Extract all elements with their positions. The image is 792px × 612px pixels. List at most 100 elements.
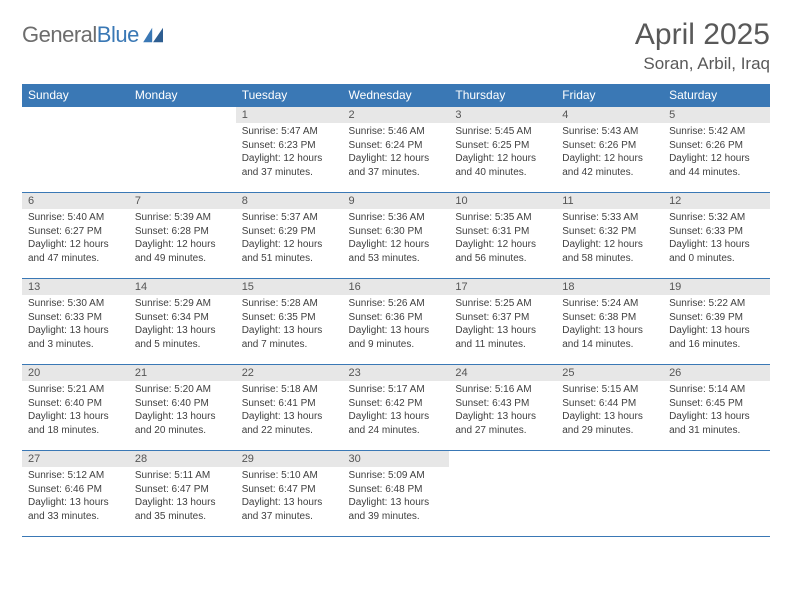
sunset-line: Sunset: 6:40 PM <box>28 397 123 411</box>
sunrise-line: Sunrise: 5:16 AM <box>455 383 550 397</box>
calendar-cell: 29Sunrise: 5:10 AMSunset: 6:47 PMDayligh… <box>236 451 343 537</box>
day-details: Sunrise: 5:21 AMSunset: 6:40 PMDaylight:… <box>22 381 129 441</box>
daylight-line: Daylight: 13 hours and 29 minutes. <box>562 410 657 437</box>
day-details: Sunrise: 5:47 AMSunset: 6:23 PMDaylight:… <box>236 123 343 183</box>
calendar-row: 1Sunrise: 5:47 AMSunset: 6:23 PMDaylight… <box>22 107 770 193</box>
daylight-line: Daylight: 13 hours and 7 minutes. <box>242 324 337 351</box>
day-number: 15 <box>236 279 343 295</box>
calendar-cell: 8Sunrise: 5:37 AMSunset: 6:29 PMDaylight… <box>236 193 343 279</box>
day-details: Sunrise: 5:32 AMSunset: 6:33 PMDaylight:… <box>663 209 770 269</box>
day-number: 6 <box>22 193 129 209</box>
title-block: April 2025 Soran, Arbil, Iraq <box>635 18 770 74</box>
day-number: 20 <box>22 365 129 381</box>
sunset-line: Sunset: 6:25 PM <box>455 139 550 153</box>
weekday-header: Monday <box>129 84 236 107</box>
calendar-cell: 13Sunrise: 5:30 AMSunset: 6:33 PMDayligh… <box>22 279 129 365</box>
sunrise-line: Sunrise: 5:30 AM <box>28 297 123 311</box>
logo: GeneralBlue <box>22 18 165 48</box>
sunrise-line: Sunrise: 5:46 AM <box>349 125 444 139</box>
day-details: Sunrise: 5:14 AMSunset: 6:45 PMDaylight:… <box>663 381 770 441</box>
sunrise-line: Sunrise: 5:15 AM <box>562 383 657 397</box>
calendar-cell: 24Sunrise: 5:16 AMSunset: 6:43 PMDayligh… <box>449 365 556 451</box>
sunset-line: Sunset: 6:30 PM <box>349 225 444 239</box>
sunset-line: Sunset: 6:41 PM <box>242 397 337 411</box>
calendar-cell: 18Sunrise: 5:24 AMSunset: 6:38 PMDayligh… <box>556 279 663 365</box>
daylight-line: Daylight: 12 hours and 47 minutes. <box>28 238 123 265</box>
daylight-line: Daylight: 13 hours and 35 minutes. <box>135 496 230 523</box>
sunset-line: Sunset: 6:37 PM <box>455 311 550 325</box>
day-details: Sunrise: 5:25 AMSunset: 6:37 PMDaylight:… <box>449 295 556 355</box>
daylight-line: Daylight: 13 hours and 9 minutes. <box>349 324 444 351</box>
logo-text: GeneralBlue <box>22 22 139 48</box>
day-details: Sunrise: 5:43 AMSunset: 6:26 PMDaylight:… <box>556 123 663 183</box>
sunrise-line: Sunrise: 5:45 AM <box>455 125 550 139</box>
sunset-line: Sunset: 6:38 PM <box>562 311 657 325</box>
daylight-line: Daylight: 13 hours and 11 minutes. <box>455 324 550 351</box>
calendar-cell: 25Sunrise: 5:15 AMSunset: 6:44 PMDayligh… <box>556 365 663 451</box>
sunset-line: Sunset: 6:47 PM <box>135 483 230 497</box>
calendar-cell: 5Sunrise: 5:42 AMSunset: 6:26 PMDaylight… <box>663 107 770 193</box>
day-details: Sunrise: 5:16 AMSunset: 6:43 PMDaylight:… <box>449 381 556 441</box>
day-number: 13 <box>22 279 129 295</box>
sunset-line: Sunset: 6:33 PM <box>28 311 123 325</box>
day-number: 22 <box>236 365 343 381</box>
weekday-header: Saturday <box>663 84 770 107</box>
day-details: Sunrise: 5:45 AMSunset: 6:25 PMDaylight:… <box>449 123 556 183</box>
calendar-cell: 16Sunrise: 5:26 AMSunset: 6:36 PMDayligh… <box>343 279 450 365</box>
sunrise-line: Sunrise: 5:39 AM <box>135 211 230 225</box>
day-details: Sunrise: 5:15 AMSunset: 6:44 PMDaylight:… <box>556 381 663 441</box>
calendar-row: 6Sunrise: 5:40 AMSunset: 6:27 PMDaylight… <box>22 193 770 279</box>
sunrise-line: Sunrise: 5:42 AM <box>669 125 764 139</box>
day-number: 25 <box>556 365 663 381</box>
day-details: Sunrise: 5:12 AMSunset: 6:46 PMDaylight:… <box>22 467 129 527</box>
calendar-cell: 26Sunrise: 5:14 AMSunset: 6:45 PMDayligh… <box>663 365 770 451</box>
daylight-line: Daylight: 12 hours and 44 minutes. <box>669 152 764 179</box>
day-number: 2 <box>343 107 450 123</box>
logo-part2: Blue <box>97 22 139 47</box>
daylight-line: Daylight: 12 hours and 56 minutes. <box>455 238 550 265</box>
sunrise-line: Sunrise: 5:43 AM <box>562 125 657 139</box>
calendar-cell: 20Sunrise: 5:21 AMSunset: 6:40 PMDayligh… <box>22 365 129 451</box>
location: Soran, Arbil, Iraq <box>635 54 770 74</box>
sunrise-line: Sunrise: 5:11 AM <box>135 469 230 483</box>
sunset-line: Sunset: 6:26 PM <box>562 139 657 153</box>
day-number: 18 <box>556 279 663 295</box>
day-number: 12 <box>663 193 770 209</box>
day-details: Sunrise: 5:40 AMSunset: 6:27 PMDaylight:… <box>22 209 129 269</box>
sunrise-line: Sunrise: 5:26 AM <box>349 297 444 311</box>
daylight-line: Daylight: 13 hours and 31 minutes. <box>669 410 764 437</box>
day-number: 27 <box>22 451 129 467</box>
sunset-line: Sunset: 6:32 PM <box>562 225 657 239</box>
sunrise-line: Sunrise: 5:32 AM <box>669 211 764 225</box>
calendar-cell: 11Sunrise: 5:33 AMSunset: 6:32 PMDayligh… <box>556 193 663 279</box>
sunrise-line: Sunrise: 5:33 AM <box>562 211 657 225</box>
daylight-line: Daylight: 12 hours and 40 minutes. <box>455 152 550 179</box>
calendar-row: 27Sunrise: 5:12 AMSunset: 6:46 PMDayligh… <box>22 451 770 537</box>
day-details: Sunrise: 5:37 AMSunset: 6:29 PMDaylight:… <box>236 209 343 269</box>
day-details: Sunrise: 5:36 AMSunset: 6:30 PMDaylight:… <box>343 209 450 269</box>
sunrise-line: Sunrise: 5:36 AM <box>349 211 444 225</box>
sunrise-line: Sunrise: 5:28 AM <box>242 297 337 311</box>
calendar-cell: 21Sunrise: 5:20 AMSunset: 6:40 PMDayligh… <box>129 365 236 451</box>
weekday-header: Thursday <box>449 84 556 107</box>
sunrise-line: Sunrise: 5:25 AM <box>455 297 550 311</box>
daylight-line: Daylight: 13 hours and 24 minutes. <box>349 410 444 437</box>
calendar-cell: 12Sunrise: 5:32 AMSunset: 6:33 PMDayligh… <box>663 193 770 279</box>
day-details: Sunrise: 5:30 AMSunset: 6:33 PMDaylight:… <box>22 295 129 355</box>
daylight-line: Daylight: 13 hours and 39 minutes. <box>349 496 444 523</box>
sunrise-line: Sunrise: 5:40 AM <box>28 211 123 225</box>
sunset-line: Sunset: 6:40 PM <box>135 397 230 411</box>
sunset-line: Sunset: 6:46 PM <box>28 483 123 497</box>
sunset-line: Sunset: 6:27 PM <box>28 225 123 239</box>
calendar-cell: 4Sunrise: 5:43 AMSunset: 6:26 PMDaylight… <box>556 107 663 193</box>
sunset-line: Sunset: 6:33 PM <box>669 225 764 239</box>
day-number: 4 <box>556 107 663 123</box>
daylight-line: Daylight: 12 hours and 58 minutes. <box>562 238 657 265</box>
day-details: Sunrise: 5:09 AMSunset: 6:48 PMDaylight:… <box>343 467 450 527</box>
calendar-cell-empty <box>129 107 236 193</box>
calendar-cell: 7Sunrise: 5:39 AMSunset: 6:28 PMDaylight… <box>129 193 236 279</box>
day-details: Sunrise: 5:35 AMSunset: 6:31 PMDaylight:… <box>449 209 556 269</box>
calendar-cell: 10Sunrise: 5:35 AMSunset: 6:31 PMDayligh… <box>449 193 556 279</box>
day-number: 14 <box>129 279 236 295</box>
sunset-line: Sunset: 6:43 PM <box>455 397 550 411</box>
